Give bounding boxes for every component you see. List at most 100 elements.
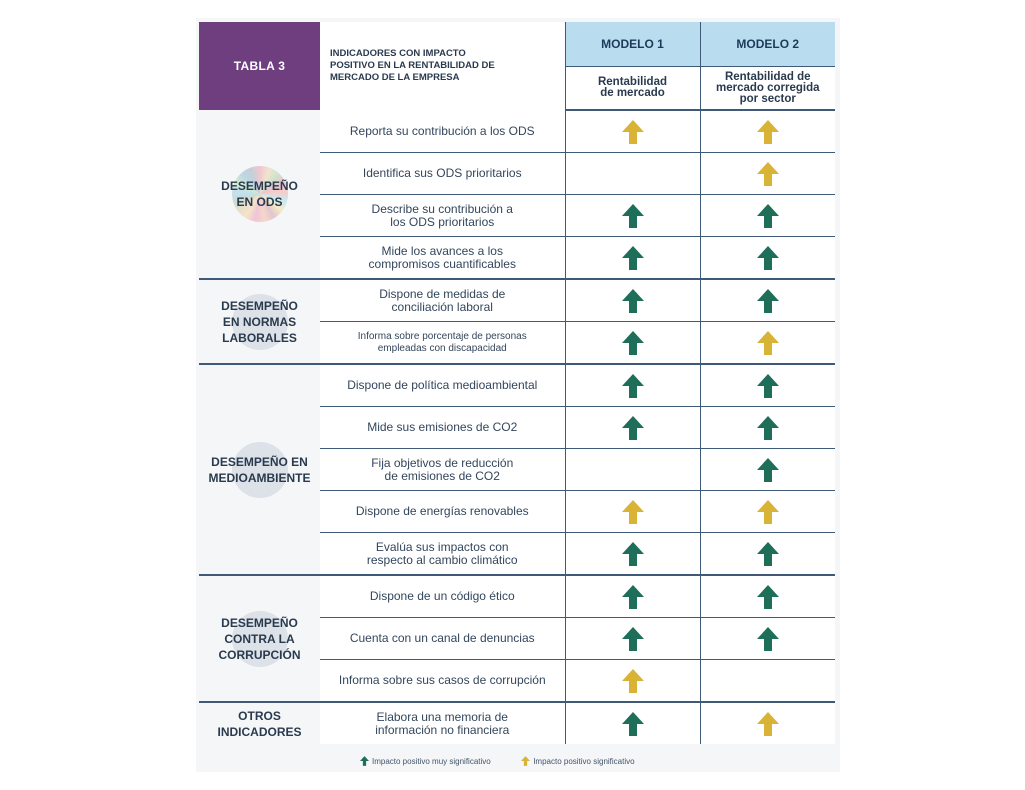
model1-header: MODELO 1 [564, 22, 700, 67]
green-arrow-icon [621, 584, 644, 609]
section-label-cell: DESEMPEÑO EN MEDIOAMBIENTE [199, 364, 320, 576]
yellow-arrow-icon [621, 668, 644, 693]
indicator-label-line: de emisiones de CO2 [384, 468, 500, 483]
section-label-cell: DESEMPEÑO CONTRA LA CORRUPCIÓN [199, 575, 320, 703]
section-label-cell: OTROS INDICADORES [199, 702, 320, 744]
indicator-label-line: compromisos cuantificables [368, 256, 516, 271]
model1-impact-cell [564, 194, 700, 237]
table-row: Mide sus emisiones de CO2 [199, 406, 835, 449]
table-row: OTROS INDICADORES Elabora una memoria de in… [199, 702, 835, 744]
indicator-label-line: Cuenta con un canal de denuncias [349, 631, 535, 645]
factory-icon [231, 441, 288, 498]
green-arrow-icon [621, 245, 644, 270]
green-arrow-icon [621, 626, 644, 651]
indicator-label: Informa sobre porcentaje de personas empl… [320, 321, 565, 365]
indicators-title-line: POSITIVO EN LA RENTABILIDAD DE [330, 60, 495, 71]
model1-impact-cell [564, 659, 700, 703]
section-name-line: CORRUPCIÓN [218, 647, 301, 662]
model2-impact-cell [699, 448, 835, 491]
model1-impact-cell [564, 321, 700, 365]
yellow-arrow-icon [621, 119, 644, 144]
indicator-label: Cuenta con un canal de denuncias [320, 617, 565, 660]
indicators-title-line: MERCADO DE LA EMPRESA [330, 72, 460, 83]
indicator-label-line: Describe su contribución a [371, 201, 513, 216]
model2-header: MODELO 2 [699, 22, 835, 67]
indicator-label: Fija objetivos de reducción de emisiones … [320, 448, 565, 491]
table-row: Identifica sus ODS prioritarios [199, 152, 835, 195]
table-header: TABLA 3 INDICADORES CON IMPACTO POSITIVO… [199, 22, 835, 111]
model2-impact-cell [699, 659, 835, 703]
table-row: Informa sobre porcentaje de personas empl… [199, 321, 835, 365]
model2-impact-cell [699, 364, 835, 407]
indicator-label-line: respecto al cambio climático [366, 552, 518, 567]
model2-title: MODELO 2 [736, 37, 800, 51]
yellow-arrow-icon [756, 161, 779, 186]
indicator-label-line: Dispone de política medioambiental [347, 378, 538, 392]
green-arrow-icon [756, 626, 779, 651]
model2-impact-cell [699, 617, 835, 660]
table-row: DESEMPEÑO CONTRA LA CORRUPCIÓN Dispone de u… [199, 575, 835, 703]
indicator-label-line: Mide los avances a los [381, 243, 503, 258]
table-body: DESEMPEÑO EN ODS Reporta su contribución a… [199, 110, 835, 744]
indicators-title-line: INDICADORES CON IMPACTO [330, 48, 466, 59]
yellow-arrow-icon [621, 499, 644, 524]
yellow-arrow-icon [756, 711, 779, 736]
model2-impact-cell [699, 321, 835, 365]
indicator-label-line: Elabora una memoria de [376, 709, 508, 724]
model1-sub-line: de mercado [600, 87, 665, 99]
table-row: DESEMPEÑO EN MEDIOAMBIENTE Dispone de polí… [199, 364, 835, 576]
section-label-cell: DESEMPEÑO EN ODS [199, 110, 320, 280]
model1-impact-cell [564, 702, 700, 744]
yellow-arrow-icon [756, 330, 779, 355]
indicator-label: Evalúa sus impactos con respecto al cambi… [320, 532, 565, 576]
indicator-label-line: empleadas con discapacidad [377, 342, 507, 354]
model1-impact-cell [564, 448, 700, 491]
green-arrow-icon [756, 584, 779, 609]
section-name-line: CONTRA LA [224, 631, 295, 646]
indicator-label-line: Dispone de energías renovables [355, 504, 529, 518]
indicator-label: Reporta su contribución a los ODS [320, 110, 565, 153]
indicator-label-line: Reporta su contribución a los ODS [349, 123, 535, 138]
table-row: Dispone de energías renovables [199, 490, 835, 533]
table-number-cell: TABLA 3 [199, 22, 320, 110]
green-arrow-icon [621, 541, 644, 566]
model1-impact-cell [564, 532, 700, 576]
model2-impact-cell [699, 194, 835, 237]
indicator-label: Dispone de política medioambiental [320, 364, 565, 407]
scales-icon [231, 610, 288, 667]
green-arrow-icon [756, 457, 779, 482]
section-name-line: INDICADORES [217, 724, 302, 739]
indicator-label: Mide sus emisiones de CO2 [320, 406, 565, 449]
model1-title: MODELO 1 [601, 37, 664, 51]
green-arrow-icon [756, 541, 779, 566]
indicator-label: Dispone de un código ético [320, 575, 565, 618]
green-arrow-icon [621, 415, 644, 440]
model1-impact-cell [564, 575, 700, 618]
section-name-line: DESEMPEÑO [221, 615, 298, 630]
indicator-label-line: Identifica sus ODS prioritarios [362, 166, 522, 180]
indicator-label-line: los ODS prioritarios [390, 214, 495, 229]
indicator-label: Dispone de medidas de conciliación labora… [320, 279, 565, 322]
model1-subheader: Rentabilidad de mercado [564, 66, 700, 111]
table-row: Mide los avances a los compromisos cuanti… [199, 236, 835, 280]
model2-impact-cell [699, 236, 835, 280]
green-arrow-icon [621, 330, 644, 355]
model1-impact-cell [564, 406, 700, 449]
model1-impact-cell [564, 617, 700, 660]
model2-impact-cell [699, 490, 835, 533]
indicator-label-line: Evalúa sus impactos con [375, 539, 509, 554]
model2-impact-cell [699, 279, 835, 322]
section-name-line: OTROS [238, 708, 281, 723]
section-name-line: EN ODS [236, 195, 283, 209]
indicator-label: Elabora una memoria de información no fin… [320, 702, 565, 744]
model2-sub-line: mercado corregida [715, 81, 820, 94]
model2-impact-cell [699, 406, 835, 449]
yellow-arrow-icon [756, 119, 779, 144]
indicator-label: Identifica sus ODS prioritarios [320, 152, 565, 195]
green-arrow-icon [621, 288, 644, 313]
model1-sub-line: Rentabilidad [597, 76, 667, 88]
indicator-label-line: información no financiera [375, 722, 510, 737]
legend-yellow-label: Impacto positivo significativo [533, 756, 635, 766]
model2-impact-cell [699, 110, 835, 153]
indicator-label-line: Dispone de un código ético [369, 589, 515, 603]
